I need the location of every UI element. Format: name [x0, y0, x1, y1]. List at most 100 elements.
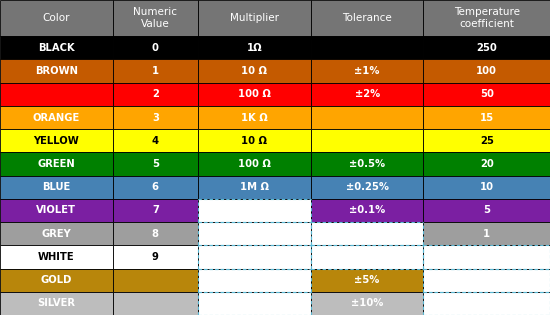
Text: 15: 15	[480, 112, 494, 123]
Bar	[198, 222, 311, 245]
Bar	[424, 199, 550, 222]
Bar	[424, 268, 550, 292]
Bar	[198, 129, 311, 152]
Bar	[0, 60, 113, 83]
Text: 1: 1	[152, 66, 159, 76]
Bar	[0, 222, 113, 245]
Text: Color: Color	[43, 13, 70, 23]
Text: GOLD: GOLD	[41, 275, 72, 285]
Bar	[0, 292, 113, 315]
Bar	[198, 60, 311, 83]
Bar	[198, 0, 311, 36]
Text: RED: RED	[45, 89, 68, 99]
Bar	[424, 175, 550, 199]
Text: 20: 20	[480, 159, 493, 169]
Text: WHITE: WHITE	[38, 252, 75, 262]
Text: SILVER: SILVER	[37, 298, 75, 308]
Text: YELLOW: YELLOW	[34, 136, 79, 146]
Bar	[311, 268, 424, 292]
Bar	[311, 106, 424, 129]
Bar	[311, 36, 424, 60]
Text: 2: 2	[152, 89, 159, 99]
Text: GREY: GREY	[41, 229, 72, 239]
Text: 100 Ω: 100 Ω	[238, 89, 271, 99]
Bar	[0, 268, 113, 292]
Bar	[113, 222, 198, 245]
Text: 4: 4	[152, 136, 159, 146]
Text: GREEN: GREEN	[37, 159, 75, 169]
Text: 100: 100	[476, 66, 497, 76]
Bar	[198, 175, 311, 199]
Bar	[0, 36, 113, 60]
Text: VIOLET: VIOLET	[36, 205, 76, 215]
Text: 10 Ω: 10 Ω	[241, 66, 267, 76]
Bar	[113, 199, 198, 222]
Bar	[311, 152, 424, 175]
Bar	[0, 175, 113, 199]
Text: 1Ω: 1Ω	[246, 43, 262, 53]
Bar	[311, 222, 424, 245]
Bar	[424, 245, 550, 268]
Bar	[113, 152, 198, 175]
Bar	[311, 199, 424, 222]
Text: ±0.1%: ±0.1%	[349, 205, 385, 215]
Bar	[113, 0, 198, 36]
Bar	[0, 129, 113, 152]
Text: 250: 250	[476, 43, 497, 53]
Bar	[113, 268, 198, 292]
Bar	[311, 83, 424, 106]
Text: ±0.25%: ±0.25%	[345, 182, 389, 192]
Text: 6: 6	[152, 182, 159, 192]
Bar	[424, 222, 550, 245]
Text: 1: 1	[483, 229, 490, 239]
Bar	[311, 129, 424, 152]
Text: 0: 0	[152, 43, 159, 53]
Bar	[311, 0, 424, 36]
Text: Numeric
Value: Numeric Value	[133, 7, 177, 29]
Text: 1K Ω: 1K Ω	[241, 112, 268, 123]
Bar	[198, 83, 311, 106]
Text: ORANGE: ORANGE	[33, 112, 80, 123]
Text: 5: 5	[483, 205, 490, 215]
Bar	[198, 199, 311, 222]
Text: ±2%: ±2%	[355, 89, 379, 99]
Bar	[198, 36, 311, 60]
Bar	[0, 0, 113, 36]
Bar	[113, 175, 198, 199]
Text: ±10%: ±10%	[351, 298, 383, 308]
Text: BLUE: BLUE	[42, 182, 70, 192]
Text: 25: 25	[480, 136, 494, 146]
Bar	[424, 129, 550, 152]
Bar	[113, 83, 198, 106]
Bar	[113, 245, 198, 268]
Bar	[424, 60, 550, 83]
Bar	[113, 60, 198, 83]
Bar	[198, 292, 311, 315]
Text: 50: 50	[480, 89, 494, 99]
Text: Tolerance: Tolerance	[342, 13, 392, 23]
Bar	[424, 152, 550, 175]
Bar	[0, 152, 113, 175]
Text: 5: 5	[152, 159, 159, 169]
Text: 9: 9	[152, 252, 159, 262]
Bar	[198, 268, 311, 292]
Bar	[424, 106, 550, 129]
Text: 10: 10	[480, 182, 494, 192]
Text: 8: 8	[152, 229, 159, 239]
Text: 7: 7	[152, 205, 159, 215]
Bar	[311, 175, 424, 199]
Bar	[198, 245, 311, 268]
Text: 1M Ω: 1M Ω	[240, 182, 269, 192]
Bar	[0, 83, 113, 106]
Text: Multiplier: Multiplier	[230, 13, 279, 23]
Text: BROWN: BROWN	[35, 66, 78, 76]
Bar	[198, 106, 311, 129]
Text: ±5%: ±5%	[354, 275, 380, 285]
Bar	[113, 106, 198, 129]
Bar	[424, 0, 550, 36]
Bar	[113, 129, 198, 152]
Bar	[0, 106, 113, 129]
Bar	[424, 83, 550, 106]
Text: 10 Ω: 10 Ω	[241, 136, 267, 146]
Text: 3: 3	[152, 112, 159, 123]
